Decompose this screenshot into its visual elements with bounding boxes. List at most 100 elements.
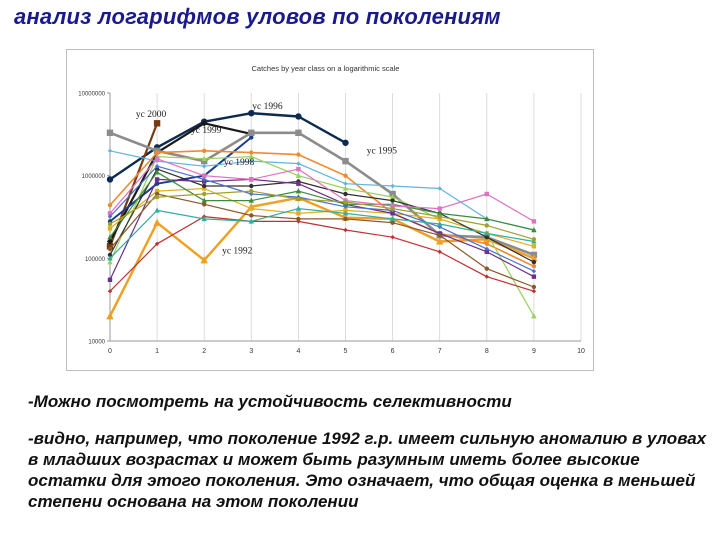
data-point [249,183,254,189]
data-point [107,214,113,219]
data-point [531,274,537,279]
data-point [342,139,349,146]
year-class-label: yc 1995 [367,147,398,157]
data-point [107,234,113,240]
data-point [249,188,254,194]
data-point [202,183,207,189]
data-point [200,256,208,264]
data-point [106,312,114,320]
x-tick-label: 5 [344,348,348,355]
data-point [390,206,395,211]
series-10 [107,214,537,294]
paragraph-selectivity: -Можно посмотреть на устойчивость селект… [28,392,512,411]
data-point [107,246,113,252]
data-point [295,205,302,211]
data-point [343,181,348,186]
data-point [249,206,254,211]
data-point [343,173,348,178]
series-line [109,150,535,268]
data-point [531,244,537,249]
data-point [296,152,301,157]
data-point [530,254,538,262]
data-point [390,235,395,240]
data-point [437,249,442,254]
data-point [436,237,444,245]
data-point [390,220,395,225]
data-point [202,186,207,191]
data-point [201,157,208,165]
data-point [107,252,113,258]
data-point [107,211,113,216]
data-point [202,164,207,169]
y-tick-label: 100000 [85,257,106,263]
series-line [109,136,252,223]
data-point [107,202,113,208]
data-point [484,249,489,254]
data-point [390,203,395,209]
data-point [531,237,537,242]
data-point [390,183,395,189]
data-point [343,191,348,197]
data-point [343,199,348,205]
data-point [106,243,114,250]
data-point [390,211,395,216]
data-point [296,166,301,172]
data-point [154,164,160,169]
x-tick-label: 6 [391,348,395,355]
data-point [154,150,160,155]
y-tick-label: 10000 [88,340,105,346]
data-point [531,259,537,265]
chart-title: Catches by year class on a logarithmic s… [252,64,400,73]
data-point [249,158,254,164]
data-point [107,226,113,231]
data-point [107,255,113,261]
series-line [109,165,535,272]
x-tick-label: 7 [438,348,442,355]
data-point [202,202,207,207]
data-point [107,277,113,282]
data-point [296,211,301,216]
data-point [106,238,114,245]
data-point [248,197,254,203]
data-point [437,186,442,191]
data-point [154,194,160,200]
data-point [342,157,349,165]
data-point [249,150,254,155]
data-point [107,259,113,265]
data-point [202,173,207,178]
data-point [201,197,207,203]
data-point [484,246,489,252]
series-line [109,122,252,243]
data-point [295,129,302,137]
data-point [531,264,537,269]
series-line [109,208,535,259]
data-point [154,241,160,246]
data-point [484,223,489,228]
series-line [109,131,535,257]
data-point [154,207,160,213]
data-point [202,177,207,182]
data-point [202,191,207,197]
data-point [531,289,537,294]
year-class-label: yc 1996 [252,102,283,112]
y-tick-label: 10000000 [78,92,105,98]
data-point [531,227,537,233]
data-point [106,176,114,183]
year-class-label: yc 2000 [136,110,167,120]
series-line [109,193,535,288]
data-point [484,274,489,279]
data-point [249,135,254,140]
data-point [484,215,490,222]
data-point [531,313,537,319]
data-point [248,109,255,117]
data-point [154,156,160,161]
series-line [109,216,535,292]
data-point [154,188,160,194]
series-line [109,112,347,181]
data-point [295,188,302,194]
data-point [484,235,489,240]
data-point [389,194,396,200]
data-point [248,218,254,224]
series-line [109,190,535,240]
data-point [107,148,113,153]
